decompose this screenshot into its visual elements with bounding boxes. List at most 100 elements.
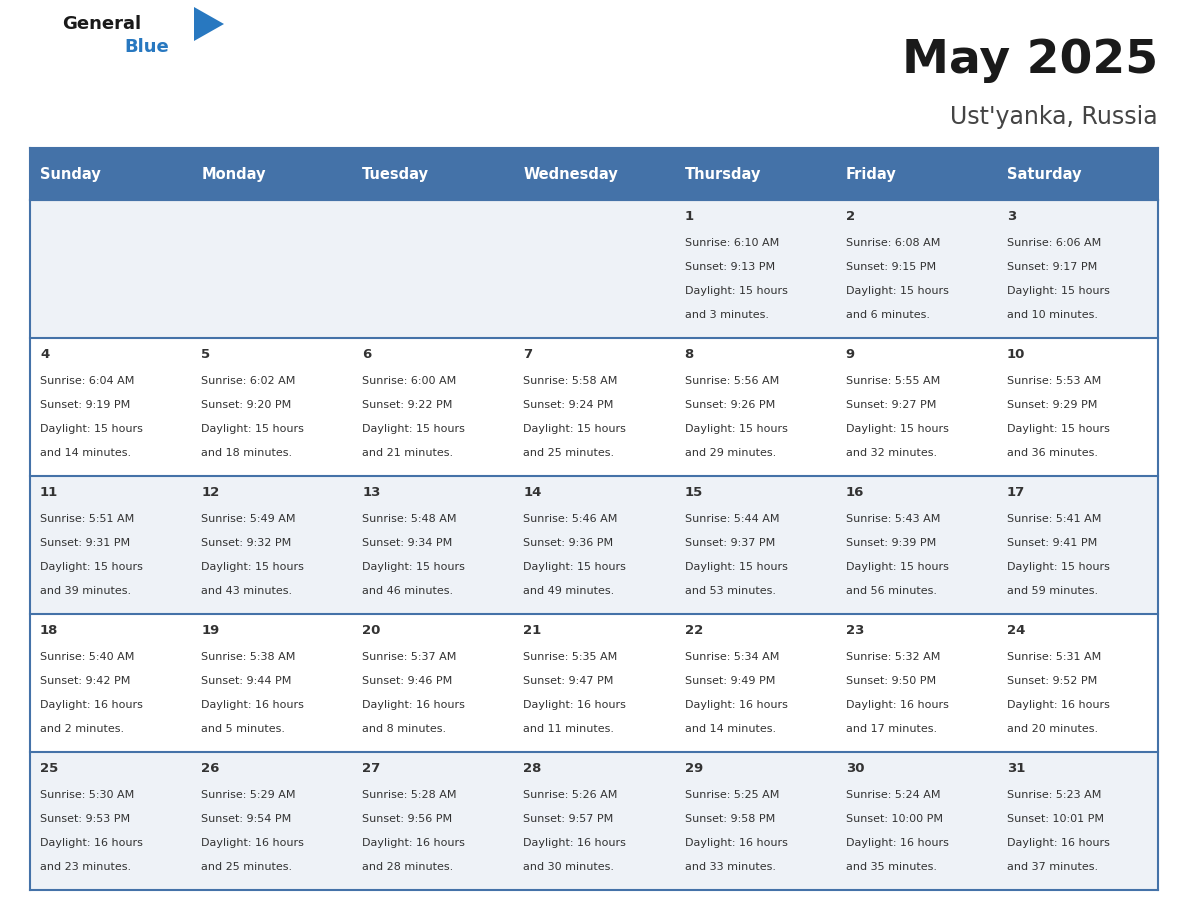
Text: Sunset: 9:50 PM: Sunset: 9:50 PM <box>846 676 936 686</box>
Bar <box>835 148 997 200</box>
Text: Sunrise: 5:30 AM: Sunrise: 5:30 AM <box>40 789 134 800</box>
Text: Daylight: 15 hours: Daylight: 15 hours <box>362 562 466 572</box>
Bar <box>191 338 353 476</box>
Text: Daylight: 16 hours: Daylight: 16 hours <box>684 838 788 848</box>
Text: Daylight: 15 hours: Daylight: 15 hours <box>1007 286 1110 297</box>
Text: and 10 minutes.: and 10 minutes. <box>1007 310 1098 320</box>
Bar <box>835 338 997 476</box>
Text: Sunrise: 6:00 AM: Sunrise: 6:00 AM <box>362 375 456 386</box>
Bar <box>997 476 1158 614</box>
Text: Daylight: 16 hours: Daylight: 16 hours <box>40 838 143 848</box>
Bar <box>513 476 675 614</box>
Text: Wednesday: Wednesday <box>524 166 618 182</box>
Text: Sunrise: 5:26 AM: Sunrise: 5:26 AM <box>524 789 618 800</box>
Text: 11: 11 <box>40 486 58 499</box>
Text: Daylight: 15 hours: Daylight: 15 hours <box>201 562 304 572</box>
Text: Daylight: 15 hours: Daylight: 15 hours <box>1007 424 1110 434</box>
Text: Sunrise: 5:24 AM: Sunrise: 5:24 AM <box>846 789 940 800</box>
Bar <box>997 200 1158 338</box>
Text: 22: 22 <box>684 624 703 637</box>
Text: Sunset: 9:22 PM: Sunset: 9:22 PM <box>362 400 453 410</box>
Text: and 39 minutes.: and 39 minutes. <box>40 587 131 596</box>
Text: Daylight: 15 hours: Daylight: 15 hours <box>524 562 626 572</box>
Text: 25: 25 <box>40 762 58 775</box>
Text: Sunset: 9:47 PM: Sunset: 9:47 PM <box>524 676 614 686</box>
Text: 27: 27 <box>362 762 380 775</box>
Bar <box>353 148 513 200</box>
Text: Sunrise: 5:43 AM: Sunrise: 5:43 AM <box>846 514 940 524</box>
Bar <box>353 338 513 476</box>
Text: 4: 4 <box>40 348 49 361</box>
Bar <box>675 200 835 338</box>
Text: 23: 23 <box>846 624 864 637</box>
Text: 1: 1 <box>684 210 694 223</box>
Text: and 53 minutes.: and 53 minutes. <box>684 587 776 596</box>
Text: Sunset: 9:41 PM: Sunset: 9:41 PM <box>1007 538 1097 548</box>
Text: Thursday: Thursday <box>684 166 762 182</box>
Text: 17: 17 <box>1007 486 1025 499</box>
Bar <box>997 148 1158 200</box>
Text: General: General <box>62 15 141 33</box>
Bar <box>191 614 353 752</box>
Text: Ust'yanka, Russia: Ust'yanka, Russia <box>950 105 1158 129</box>
Text: and 43 minutes.: and 43 minutes. <box>201 587 292 596</box>
Text: and 29 minutes.: and 29 minutes. <box>684 448 776 458</box>
Bar <box>353 614 513 752</box>
Text: and 49 minutes.: and 49 minutes. <box>524 587 614 596</box>
Text: Daylight: 15 hours: Daylight: 15 hours <box>846 286 948 297</box>
Text: 3: 3 <box>1007 210 1016 223</box>
Bar <box>835 200 997 338</box>
Text: Daylight: 15 hours: Daylight: 15 hours <box>846 424 948 434</box>
Text: Daylight: 16 hours: Daylight: 16 hours <box>362 838 466 848</box>
Text: Sunrise: 5:41 AM: Sunrise: 5:41 AM <box>1007 514 1101 524</box>
Text: 20: 20 <box>362 624 380 637</box>
Text: and 30 minutes.: and 30 minutes. <box>524 862 614 872</box>
Text: Sunrise: 5:55 AM: Sunrise: 5:55 AM <box>846 375 940 386</box>
Text: 12: 12 <box>201 486 220 499</box>
Polygon shape <box>194 7 225 41</box>
Text: Sunrise: 5:40 AM: Sunrise: 5:40 AM <box>40 652 134 662</box>
Text: Sunrise: 5:29 AM: Sunrise: 5:29 AM <box>201 789 296 800</box>
Text: 31: 31 <box>1007 762 1025 775</box>
Text: 30: 30 <box>846 762 864 775</box>
Text: Sunset: 9:34 PM: Sunset: 9:34 PM <box>362 538 453 548</box>
Text: Daylight: 15 hours: Daylight: 15 hours <box>846 562 948 572</box>
Text: Sunrise: 5:31 AM: Sunrise: 5:31 AM <box>1007 652 1101 662</box>
Bar <box>513 338 675 476</box>
Text: Tuesday: Tuesday <box>362 166 429 182</box>
Text: 2: 2 <box>846 210 855 223</box>
Text: Daylight: 16 hours: Daylight: 16 hours <box>846 838 948 848</box>
Text: Daylight: 16 hours: Daylight: 16 hours <box>201 838 304 848</box>
Bar <box>513 148 675 200</box>
Bar <box>675 752 835 890</box>
Text: Sunset: 9:19 PM: Sunset: 9:19 PM <box>40 400 131 410</box>
Text: Sunset: 9:42 PM: Sunset: 9:42 PM <box>40 676 131 686</box>
Text: and 8 minutes.: and 8 minutes. <box>362 724 447 734</box>
Text: and 23 minutes.: and 23 minutes. <box>40 862 131 872</box>
Bar <box>30 476 191 614</box>
Text: Monday: Monday <box>201 166 266 182</box>
Text: Sunrise: 5:35 AM: Sunrise: 5:35 AM <box>524 652 618 662</box>
Bar <box>191 476 353 614</box>
Text: Daylight: 15 hours: Daylight: 15 hours <box>201 424 304 434</box>
Text: Sunset: 9:17 PM: Sunset: 9:17 PM <box>1007 262 1097 272</box>
Text: Daylight: 15 hours: Daylight: 15 hours <box>40 562 143 572</box>
Text: and 6 minutes.: and 6 minutes. <box>846 310 930 320</box>
Text: Sunset: 9:20 PM: Sunset: 9:20 PM <box>201 400 291 410</box>
Bar <box>513 200 675 338</box>
Text: and 14 minutes.: and 14 minutes. <box>684 724 776 734</box>
Text: and 37 minutes.: and 37 minutes. <box>1007 862 1098 872</box>
Text: Sunset: 9:46 PM: Sunset: 9:46 PM <box>362 676 453 686</box>
Text: 14: 14 <box>524 486 542 499</box>
Text: Sunrise: 5:23 AM: Sunrise: 5:23 AM <box>1007 789 1101 800</box>
Text: 5: 5 <box>201 348 210 361</box>
Text: and 21 minutes.: and 21 minutes. <box>362 448 454 458</box>
Bar <box>675 148 835 200</box>
Text: Daylight: 16 hours: Daylight: 16 hours <box>524 700 626 710</box>
Bar <box>30 200 191 338</box>
Text: Sunrise: 5:32 AM: Sunrise: 5:32 AM <box>846 652 940 662</box>
Bar <box>30 148 191 200</box>
Text: Sunrise: 6:08 AM: Sunrise: 6:08 AM <box>846 238 940 248</box>
Text: May 2025: May 2025 <box>902 38 1158 83</box>
Bar <box>997 614 1158 752</box>
